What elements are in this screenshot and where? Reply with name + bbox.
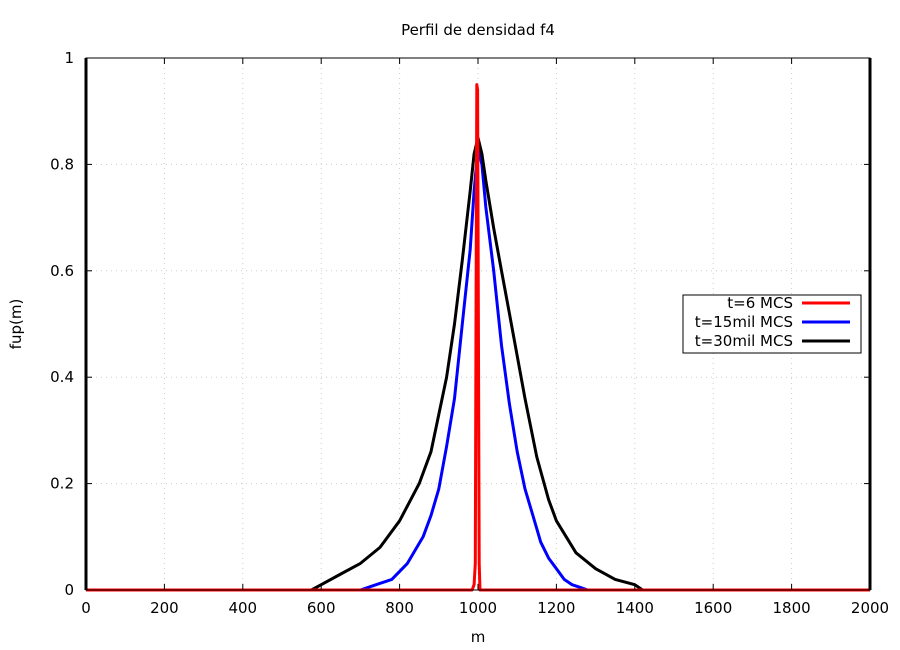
- x-tick-label: 0: [81, 599, 91, 617]
- y-axis-title: fup(m): [7, 299, 25, 350]
- legend-box: [682, 294, 862, 354]
- legend-label: t=6 MCS: [727, 294, 793, 312]
- series-line-1: [86, 146, 870, 592]
- y-tick-label: 0: [64, 581, 74, 599]
- x-tick-label: 1200: [537, 599, 575, 617]
- y-tick-label: 0.6: [50, 262, 74, 280]
- legend-label: t=15mil MCS: [695, 313, 793, 331]
- x-tick-label: 600: [307, 599, 336, 617]
- x-axis-title: m: [471, 628, 486, 646]
- x-tick-label: 1400: [616, 599, 654, 617]
- x-tick-label: 200: [150, 599, 179, 617]
- legend-label: t=30mil MCS: [695, 332, 793, 350]
- y-tick-label: 0.2: [50, 475, 74, 493]
- y-tick-label: 0.8: [50, 155, 74, 173]
- x-tick-label: 800: [385, 599, 414, 617]
- x-tick-label: 2000: [851, 599, 889, 617]
- y-axis: 0 0.2 0.4 0.6 0.8 1: [50, 49, 870, 599]
- x-tick-label: 1000: [459, 599, 497, 617]
- x-axis: 0 200 400 600 800 1000 1200 1400 1600 1800 2000: [81, 58, 889, 617]
- y-tick-label: 1: [64, 49, 74, 67]
- chart-title: Perfil de densidad f4: [401, 21, 555, 39]
- x-tick-label: 1600: [694, 599, 732, 617]
- x-tick-label: 1800: [773, 599, 811, 617]
- series-line-2: [86, 136, 870, 592]
- y-tick-label: 0.4: [50, 368, 74, 386]
- x-tick-label: 400: [228, 599, 257, 617]
